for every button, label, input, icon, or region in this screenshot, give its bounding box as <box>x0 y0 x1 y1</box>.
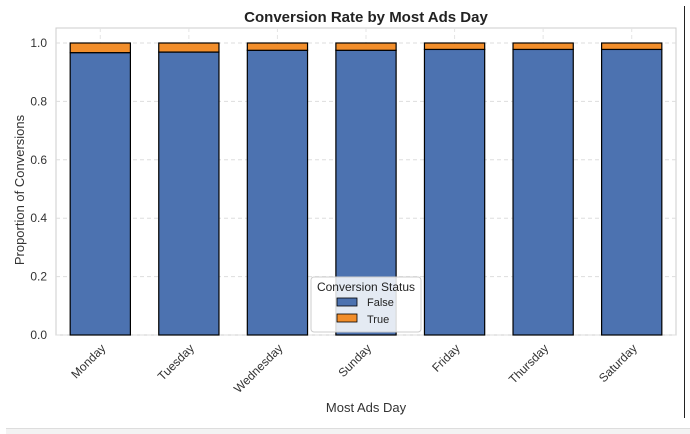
bar-thursday-false <box>512 48 574 336</box>
y-tick-label: 1.0 <box>30 36 47 50</box>
x-tick-label: Monday <box>68 341 108 381</box>
y-axis-label: Proportion of Conversions <box>12 114 27 265</box>
legend-entry-true: True <box>367 314 389 326</box>
bottom-strip <box>6 428 690 434</box>
bar-monday-true <box>69 42 131 54</box>
x-tick-label: Friday <box>429 341 462 374</box>
bar-sunday-true <box>335 42 397 51</box>
legend-entry-false: False <box>367 297 394 309</box>
bar-friday-false <box>423 48 486 336</box>
bar-tuesday-true <box>158 42 220 53</box>
legend-swatch-false <box>336 297 358 307</box>
x-tick-label: Tuesday <box>155 341 197 383</box>
y-tick-label: 0.0 <box>30 328 47 342</box>
y-axis-ticks: 0.0 0.2 0.4 0.6 0.8 1.0 <box>30 36 47 342</box>
y-tick-label: 0.6 <box>30 153 47 167</box>
bar-saturday-true <box>600 42 663 51</box>
legend: Conversion Status False True <box>310 276 422 333</box>
y-tick-label: 0.4 <box>30 211 47 225</box>
legend-swatch-true <box>336 313 358 323</box>
legend-title: Conversion Status <box>317 280 415 294</box>
chart-title: Conversion Rate by Most Ads Day <box>244 9 488 26</box>
bar-thursday-true <box>512 42 574 51</box>
bar-friday-true <box>423 42 486 51</box>
x-axis-label: Most Ads Day <box>326 400 407 415</box>
right-border <box>684 6 685 418</box>
x-tick-label: Saturday <box>596 341 640 385</box>
x-tick-label: Wednesday <box>231 341 286 396</box>
x-tick-label: Thursday <box>506 341 551 386</box>
bar-monday-false <box>69 52 131 336</box>
y-tick-label: 0.8 <box>30 94 47 108</box>
bar-wednesday-false <box>246 49 309 336</box>
bar-saturday-false <box>600 48 663 336</box>
x-axis-ticks: Monday Tuesday Wednesday Sunday Friday Thursd… <box>68 341 640 396</box>
x-tick-label: Sunday <box>335 341 374 380</box>
bar-tuesday-false <box>158 51 220 336</box>
bar-wednesday-true <box>246 42 309 51</box>
y-tick-label: 0.2 <box>30 270 47 284</box>
